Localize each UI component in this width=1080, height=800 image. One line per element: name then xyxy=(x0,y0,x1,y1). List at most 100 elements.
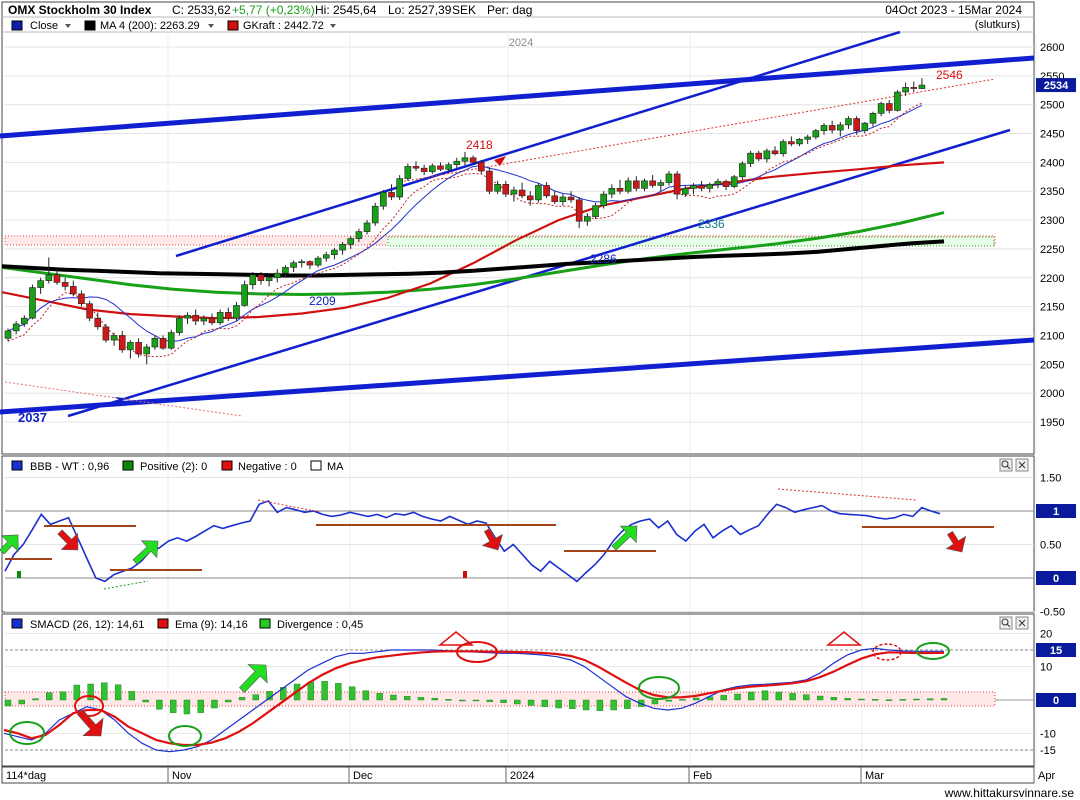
legend-ma200[interactable]: MA 4 (200): 2263.29 xyxy=(84,20,214,32)
x-tick-label: 2024 xyxy=(510,770,534,782)
legend-close[interactable]: Close xyxy=(11,20,71,32)
macd-top-triangle xyxy=(437,631,475,646)
macd-panel-frame xyxy=(1,613,1035,767)
candle-body xyxy=(788,141,795,145)
bbb-y-tick: 1.50 xyxy=(1040,473,1061,485)
candle-body xyxy=(755,152,763,160)
candle-body xyxy=(265,277,273,281)
candle-body xyxy=(730,176,738,187)
bbb-value-tag-label: 0 xyxy=(1053,573,1059,585)
candle-body xyxy=(494,184,501,192)
candle-body xyxy=(567,196,575,201)
price-y-tick: 2400 xyxy=(1040,157,1064,169)
candle-body xyxy=(151,338,159,348)
candle xyxy=(355,228,363,242)
candle xyxy=(53,269,61,285)
candle-body xyxy=(624,180,632,192)
candle xyxy=(592,202,599,219)
bbb-up-arrow xyxy=(0,534,19,555)
chevron-down-icon[interactable] xyxy=(65,24,71,28)
candle xyxy=(510,186,518,202)
divergence-bar xyxy=(32,698,39,701)
macd-green-circle xyxy=(168,725,202,747)
candle xyxy=(216,309,224,326)
macd-red-circle xyxy=(456,641,498,663)
divergence-bar xyxy=(761,690,769,701)
bbb-y-tick: 0.50 xyxy=(1040,540,1061,552)
candle xyxy=(461,152,469,166)
candle-body xyxy=(575,199,583,222)
candle-body xyxy=(167,332,175,349)
candle-body xyxy=(779,141,787,155)
candle xyxy=(869,111,877,127)
candle xyxy=(69,280,77,297)
price-type: (slutkurs) xyxy=(975,19,1020,31)
price-y-tick: 2600 xyxy=(1040,42,1064,54)
candle xyxy=(127,340,134,359)
x-tick-label: Dec xyxy=(353,770,373,782)
candle-body xyxy=(543,185,550,197)
divergence-bar xyxy=(431,698,438,701)
candle xyxy=(763,148,771,163)
legend-smacd-swatch xyxy=(11,618,23,629)
candle-body xyxy=(4,330,12,339)
candle-body xyxy=(771,150,779,155)
macd-y-tick: -15 xyxy=(1040,745,1056,757)
macd-zoom-icon[interactable] xyxy=(999,616,1013,630)
price-y-tick: 2000 xyxy=(1040,388,1064,400)
date-range: 04Oct 2023 - 15Mar 2024 xyxy=(885,3,1022,17)
candle xyxy=(616,179,624,195)
candle xyxy=(192,309,199,326)
candle-body xyxy=(273,272,281,279)
candle-body xyxy=(592,205,599,217)
candle xyxy=(176,315,183,336)
legend-gkraft-label: GKraft : 2442.72 xyxy=(243,20,324,32)
candle-body xyxy=(127,342,134,351)
candle xyxy=(45,257,53,284)
candle-body xyxy=(837,124,844,131)
candle-body xyxy=(706,184,714,189)
bbb-value-tag xyxy=(1036,571,1076,585)
candle xyxy=(518,182,526,199)
divergence-bar xyxy=(459,699,466,702)
candle xyxy=(861,122,869,134)
legend-positive-label: Positive (2): 0 xyxy=(140,461,207,473)
candle-body xyxy=(453,160,461,165)
price-y-tick: 1950 xyxy=(1040,417,1064,429)
candle xyxy=(241,280,248,307)
candle xyxy=(526,191,534,206)
candle-body xyxy=(216,312,224,324)
candle xyxy=(445,162,452,173)
bbb-close-icon[interactable] xyxy=(1015,458,1029,472)
macd-value-tag xyxy=(1036,693,1076,707)
candle xyxy=(225,307,232,322)
candle-body xyxy=(233,305,240,319)
price-y-tick: 2100 xyxy=(1040,330,1064,342)
divergence-bar xyxy=(927,698,934,701)
divergence-bar xyxy=(101,682,108,701)
candle-body xyxy=(176,317,183,333)
candle xyxy=(347,236,355,249)
macd-close-icon[interactable] xyxy=(1015,616,1029,630)
chevron-down-icon[interactable] xyxy=(330,24,336,28)
candle xyxy=(575,197,583,229)
candle-body xyxy=(78,293,85,305)
bbb-line xyxy=(4,499,941,583)
candle xyxy=(902,82,909,97)
divergence-bar xyxy=(73,684,81,701)
divergence-bar xyxy=(59,691,67,701)
candle-body xyxy=(241,284,248,306)
price-y-tick: 2150 xyxy=(1040,302,1064,314)
candle xyxy=(494,180,501,195)
legend-gkraft[interactable]: GKraft : 2442.72 xyxy=(227,20,336,32)
candle xyxy=(739,161,746,180)
annotation-high-dec: 2418 xyxy=(466,138,493,152)
currency: SEK xyxy=(452,3,476,17)
divergence-bar xyxy=(362,690,370,701)
candle-body xyxy=(608,188,616,195)
chevron-down-icon[interactable] xyxy=(208,24,214,28)
candle xyxy=(363,220,371,235)
bbb-zoom-icon[interactable] xyxy=(999,458,1013,472)
x-tick-label: Apr xyxy=(1038,770,1055,782)
divergence-bar xyxy=(46,692,53,701)
